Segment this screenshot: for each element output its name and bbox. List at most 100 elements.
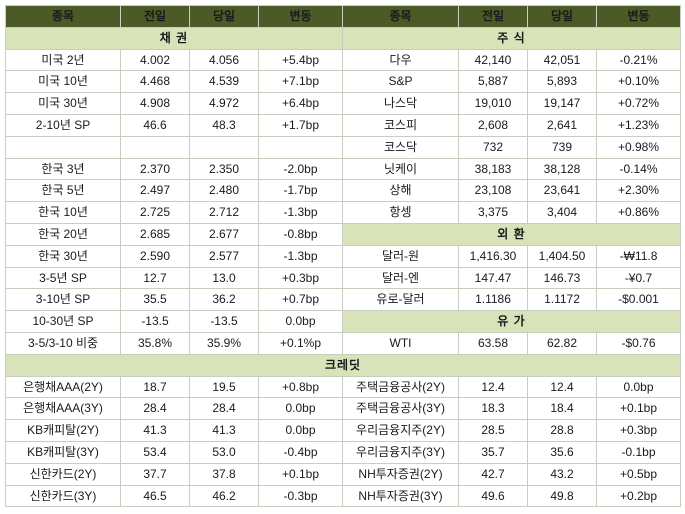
item-label-cell: 신한카드(2Y)	[5, 462, 121, 486]
today-value-cell: 2,641	[527, 113, 597, 137]
today-value-cell: 4.056	[189, 48, 259, 72]
today-value-cell: 41.3	[189, 419, 259, 442]
item-label-cell: KB캐피탈(2Y)	[5, 419, 121, 442]
column-header-cell: 변동	[596, 5, 681, 28]
section-credit: 크레딧	[5, 353, 681, 377]
section-stocks: 주 식	[342, 26, 681, 50]
change-value-cell: +0.7bp	[258, 288, 343, 312]
table-row: 3-10년 SP 35.5 36.2 +0.7bp 유로-달러 1.1186 1.1172-…	[5, 288, 681, 312]
today-value-cell: -13.5	[189, 310, 259, 333]
today-value-cell: 49.8	[527, 484, 597, 508]
item-label-cell: 달러-원	[342, 244, 459, 268]
prev-value-cell: 41.3	[120, 419, 190, 442]
today-value-cell: 4.539	[189, 70, 259, 94]
item-label-cell: 주택금융공사(2Y)	[342, 375, 459, 399]
section-credit-row: 크레딧	[5, 353, 681, 377]
table-row: 2-10년 SP 46.6 48.3 +1.7bp 코스피 2,608 2,641 +1.23…	[5, 113, 681, 137]
today-value-cell: 46.2	[189, 484, 259, 508]
prev-value-cell: 28.4	[120, 397, 190, 421]
change-value-cell: 0.0bp	[258, 397, 343, 421]
prev-value-cell: 46.6	[120, 113, 190, 137]
prev-value-cell: 2.590	[120, 244, 190, 268]
column-header-cell: 전일	[120, 5, 190, 28]
item-label-cell: 항셍	[342, 201, 459, 224]
prev-value-cell: 147.47	[458, 266, 528, 290]
item-label-cell: 유로-달러	[342, 288, 459, 312]
today-value-cell: 1,404.50	[527, 244, 597, 268]
prev-value-cell: 2.685	[120, 222, 190, 246]
column-header-cell: 종목	[5, 5, 121, 28]
today-value-cell: 62.82	[527, 331, 597, 355]
change-value-cell: +2.30%	[596, 179, 681, 203]
today-value-cell: 37.8	[189, 462, 259, 486]
prev-value-cell: 4.468	[120, 70, 190, 94]
prev-value-cell: 19,010	[458, 92, 528, 115]
table-row: 미국 30년 4.908 4.972 +6.4bp 나스닥 19,010 19,147 +0.…	[5, 92, 681, 115]
item-label-cell: 다우	[342, 48, 459, 72]
prev-value-cell: 37.7	[120, 462, 190, 486]
today-value-cell: 53.0	[189, 440, 259, 464]
change-value-cell: -$0.001	[596, 288, 681, 312]
prev-value-cell: -13.5	[120, 310, 190, 333]
table-row: 미국 2년 4.002 4.056 +5.4bp 다우 42,140 42,051 -0.21…	[5, 48, 681, 72]
prev-value-cell: 2.725	[120, 201, 190, 224]
prev-value-cell: 38,183	[458, 157, 528, 181]
prev-value-cell: 63.58	[458, 331, 528, 355]
prev-value-cell: 18.3	[458, 397, 528, 421]
change-value-cell: -0.4bp	[258, 440, 343, 464]
prev-value-cell: 42,140	[458, 48, 528, 72]
table-row: 은행채AAA(3Y) 28.4 28.4 0.0bp 주택금융공사(3Y) 18.3 18.…	[5, 397, 681, 421]
item-label-cell: 은행채AAA(3Y)	[5, 397, 121, 421]
item-label-cell: 나스닥	[342, 92, 459, 115]
today-value-cell: 2.480	[189, 179, 259, 203]
prev-value-cell: 4.908	[120, 92, 190, 115]
item-label-cell: 상해	[342, 179, 459, 203]
today-value-cell: 2.350	[189, 157, 259, 181]
prev-value-cell: 5,887	[458, 70, 528, 94]
change-value-cell: -1.7bp	[258, 179, 343, 203]
change-value-cell	[258, 135, 343, 159]
change-value-cell: +0.5bp	[596, 462, 681, 486]
item-label-cell: 은행채AAA(2Y)	[5, 375, 121, 399]
change-value-cell: +0.86%	[596, 201, 681, 224]
prev-value-cell: 2.497	[120, 179, 190, 203]
change-value-cell: -$0.76	[596, 331, 681, 355]
today-value-cell: 35.9%	[189, 331, 259, 355]
today-value-cell: 23,641	[527, 179, 597, 203]
item-label-cell: NH투자증권(3Y)	[342, 484, 459, 508]
change-value-cell: +0.72%	[596, 92, 681, 115]
change-value-cell: -0.3bp	[258, 484, 343, 508]
item-label-cell: 3-10년 SP	[5, 288, 121, 312]
table-row: 미국 10년 4.468 4.539 +7.1bp S&P 5,887 5,893 +0.10…	[5, 70, 681, 94]
today-value-cell: 38,128	[527, 157, 597, 181]
table-row: 3-5년 SP 12.7 13.0 +0.3bp 달러-엔 147.47 146.73 -¥0…	[5, 266, 681, 290]
change-value-cell: +0.1bp	[596, 397, 681, 421]
change-value-cell: -1.3bp	[258, 201, 343, 224]
table-row: 한국 10년 2.725 2.712 -1.3bp 항셍 3,375 3,404 +0.86%	[5, 201, 681, 224]
prev-value-cell: 12.7	[120, 266, 190, 290]
table-row: KB캐피탈(3Y) 53.4 53.0 -0.4bp 우리금융지주(3Y) 35.7 35.…	[5, 440, 681, 464]
item-label-cell: S&P	[342, 70, 459, 94]
column-header-row: 종목 전일 당일 변동 종목 전일 당일 변동	[5, 5, 681, 28]
item-label-cell: 2-10년 SP	[5, 113, 121, 137]
item-label-cell: 한국 10년	[5, 201, 121, 224]
prev-value-cell: 42.7	[458, 462, 528, 486]
item-label-cell: 코스피	[342, 113, 459, 137]
today-value-cell: 2.712	[189, 201, 259, 224]
change-value-cell: +5.4bp	[258, 48, 343, 72]
item-label-cell: 한국 5년	[5, 179, 121, 203]
today-value-cell: 2.577	[189, 244, 259, 268]
item-label-cell: 10-30년 SP	[5, 310, 121, 333]
change-value-cell: -1.3bp	[258, 244, 343, 268]
prev-value-cell: 2.370	[120, 157, 190, 181]
column-header-cell: 종목	[342, 5, 459, 28]
prev-value-cell: 732	[458, 135, 528, 159]
item-label-cell: 우리금융지주(2Y)	[342, 419, 459, 442]
prev-value-cell: 46.5	[120, 484, 190, 508]
today-value-cell: 43.2	[527, 462, 597, 486]
prev-value-cell: 49.6	[458, 484, 528, 508]
